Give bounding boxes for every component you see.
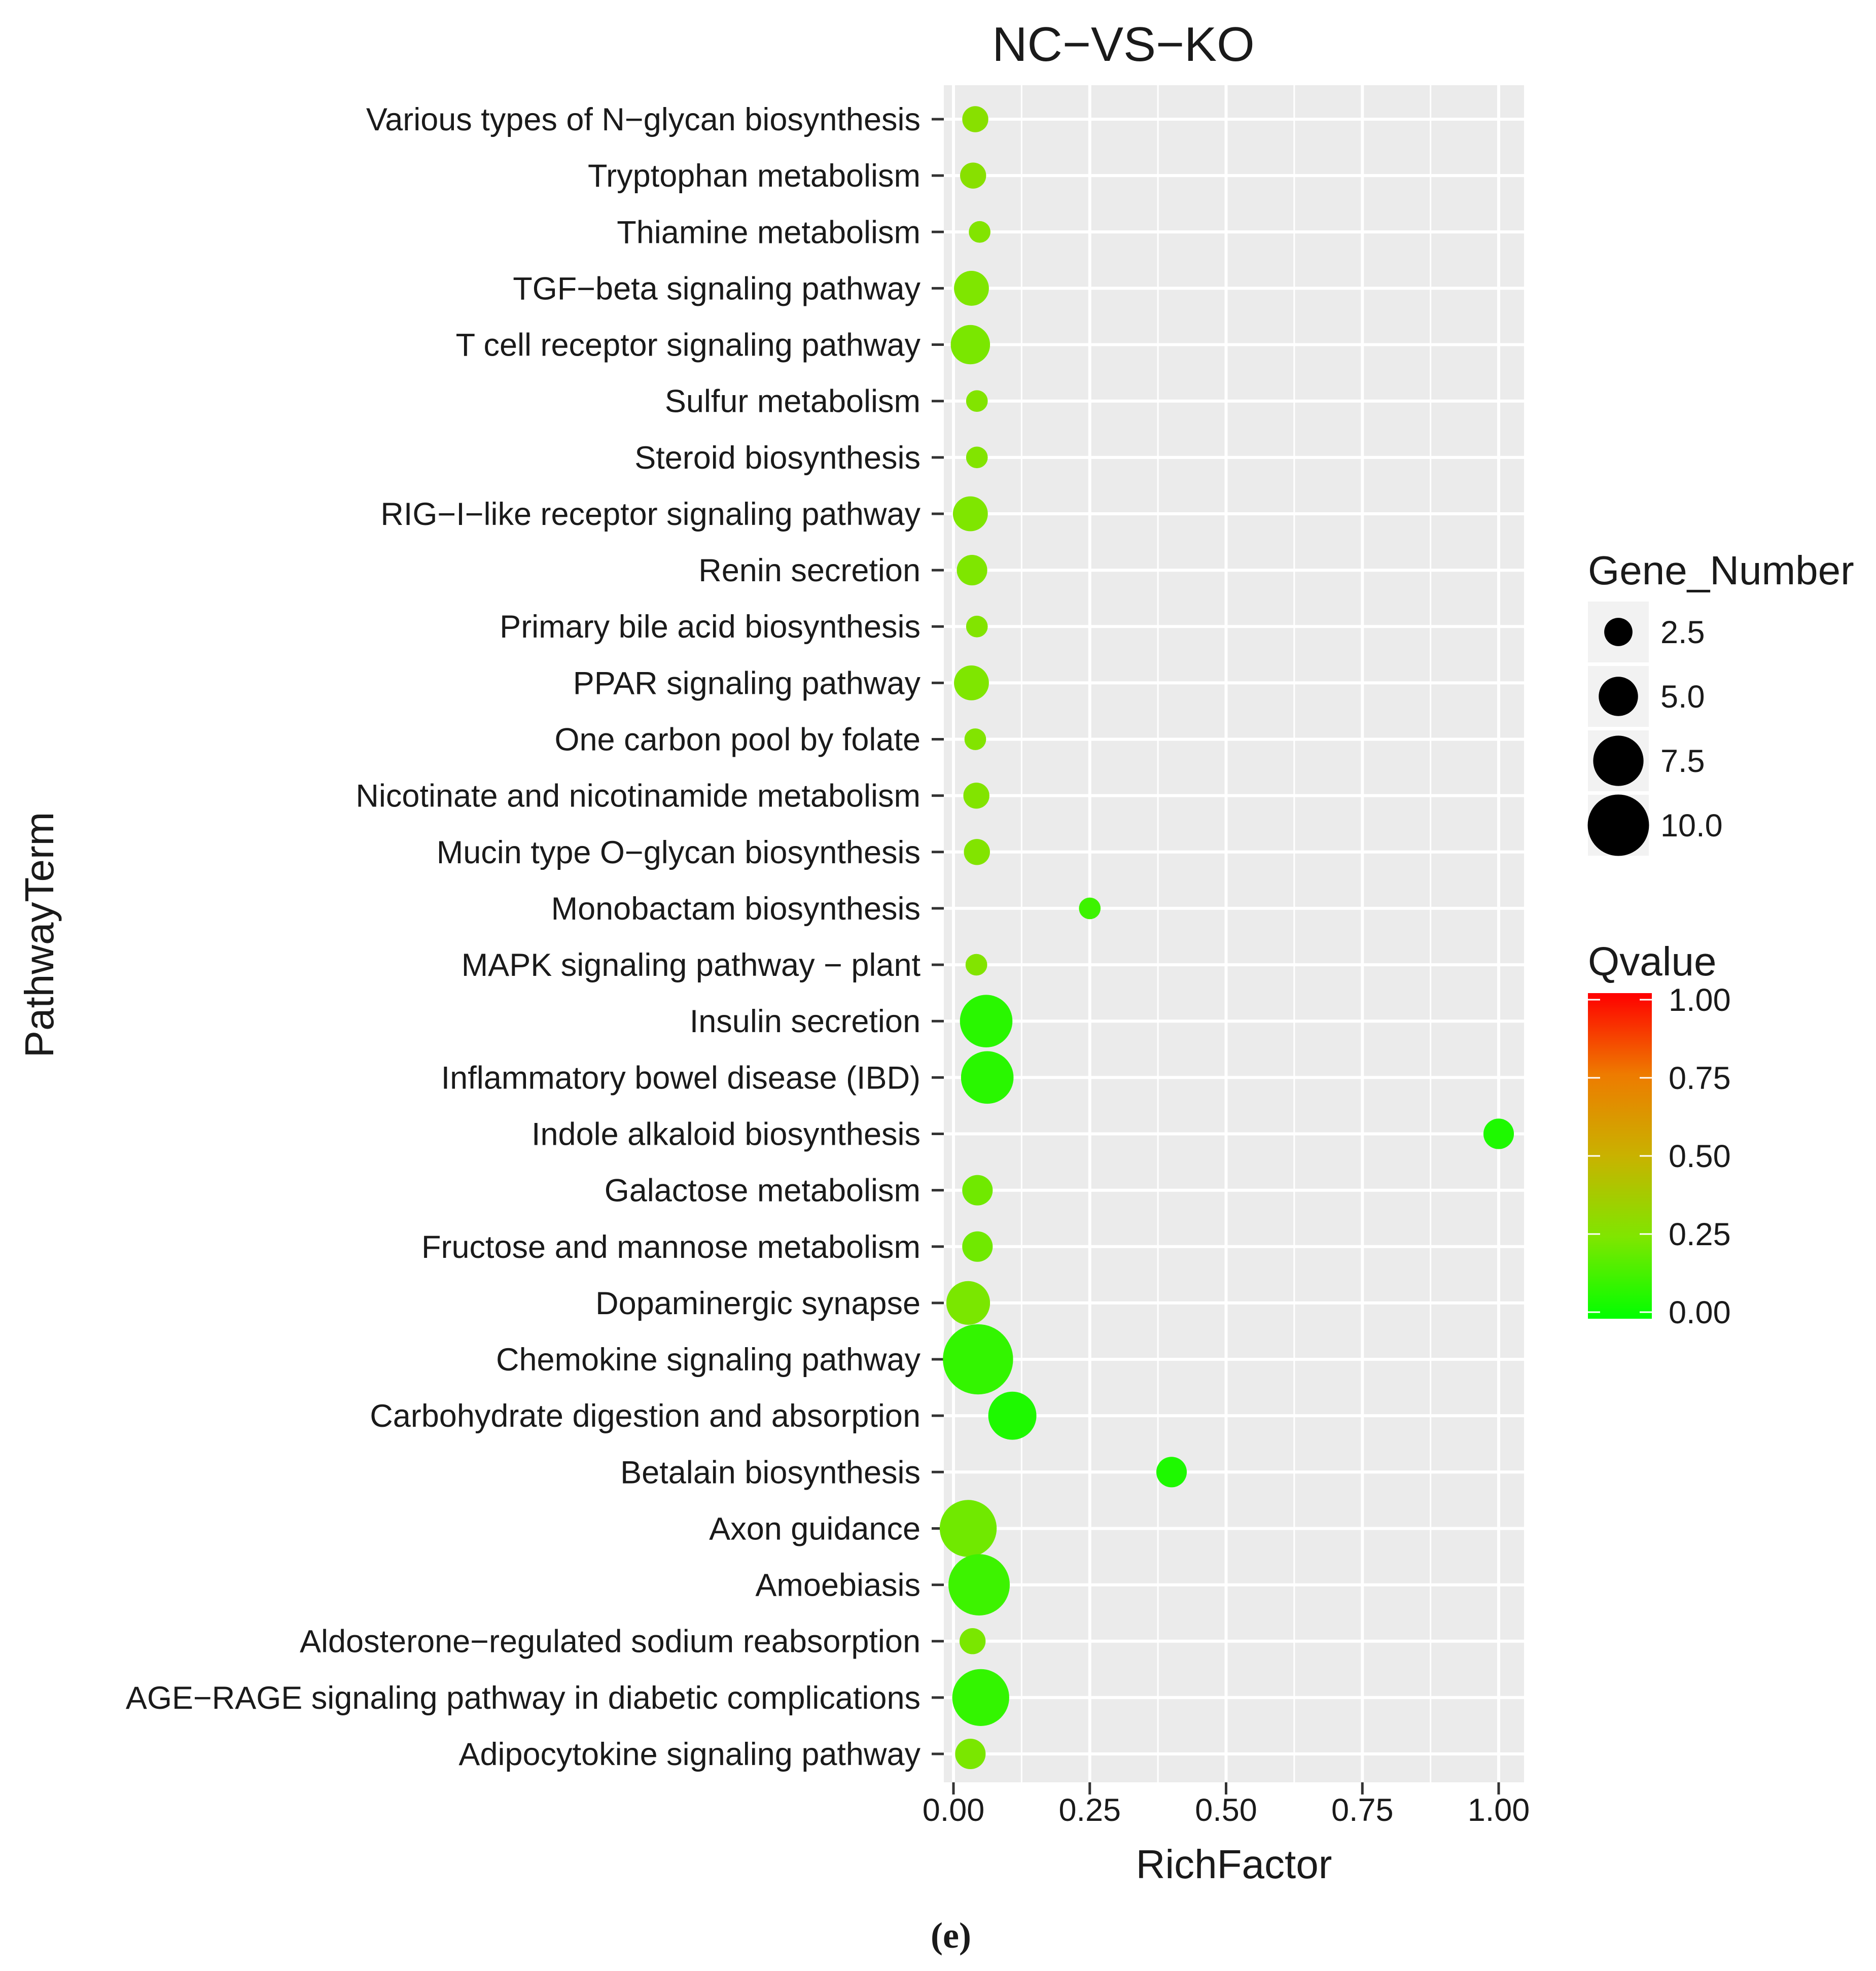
- y-tick-label: Renin secretion: [698, 553, 921, 588]
- y-tick-label: Steroid biosynthesis: [634, 440, 921, 476]
- x-tick-label: 0.75: [1331, 1792, 1394, 1828]
- y-tick-label: PPAR signaling pathway: [573, 665, 921, 701]
- colorbar-label: 0.50: [1669, 1139, 1731, 1174]
- data-point: [946, 1281, 990, 1325]
- data-point: [1156, 1457, 1187, 1488]
- x-axis-label: RichFactor: [1136, 1842, 1332, 1887]
- size-legend-dot: [1593, 735, 1644, 786]
- y-tick-label: Tryptophan metabolism: [588, 158, 921, 194]
- size-legend-dot: [1587, 794, 1649, 856]
- y-tick-label: Indole alkaloid biosynthesis: [532, 1116, 921, 1152]
- colorbar-label: 0.75: [1669, 1061, 1731, 1096]
- y-tick-label: MAPK signaling pathway − plant: [462, 947, 921, 983]
- data-point: [1079, 897, 1101, 920]
- data-point: [954, 271, 989, 306]
- data-point: [966, 446, 988, 469]
- size-legend-label: 7.5: [1660, 744, 1705, 779]
- data-point: [966, 390, 988, 412]
- colorbar-label: 0.25: [1669, 1217, 1731, 1252]
- y-tick-label: Carbohydrate digestion and absorption: [370, 1398, 921, 1434]
- data-point: [962, 1175, 993, 1206]
- data-point: [954, 665, 989, 700]
- data-point: [959, 1628, 986, 1655]
- data-point: [952, 1669, 1009, 1727]
- data-point: [943, 1324, 1013, 1395]
- y-tick-label: T cell receptor signaling pathway: [456, 328, 921, 363]
- y-tick-label: Aldosterone−regulated sodium reabsorptio…: [300, 1624, 921, 1660]
- y-tick-label: Monobactam biosynthesis: [551, 891, 921, 927]
- y-tick-label: RIG−I−like receptor signaling pathway: [380, 497, 921, 532]
- data-point: [963, 782, 989, 809]
- data-point: [952, 496, 988, 532]
- data-point: [939, 1500, 997, 1557]
- y-tick-label: Sulfur metabolism: [665, 384, 921, 419]
- y-tick-label: Fructose and mannose metabolism: [421, 1229, 921, 1265]
- x-tick-label: 0.25: [1058, 1792, 1121, 1828]
- y-tick-label: Amoebiasis: [755, 1568, 921, 1603]
- y-tick-label: Dopaminergic synapse: [595, 1286, 921, 1321]
- data-point: [965, 954, 987, 976]
- data-point: [964, 839, 990, 865]
- color-legend-title: Qvalue: [1588, 939, 1716, 984]
- y-tick-label: Mucin type O−glycan biosynthesis: [437, 835, 921, 870]
- data-point: [960, 162, 986, 189]
- y-tick-label: Inflammatory bowel disease (IBD): [441, 1060, 921, 1096]
- color-legend: Qvalue 1.00 0.75 0.50 0.25 0.00: [1588, 939, 1731, 1330]
- data-point: [955, 1738, 986, 1770]
- y-tick-label: Insulin secretion: [690, 1004, 921, 1039]
- data-point: [957, 555, 987, 586]
- x-tick-label: 0.50: [1195, 1792, 1257, 1828]
- y-tick-label: Primary bile acid biosynthesis: [500, 609, 921, 645]
- data-point: [950, 325, 990, 365]
- data-point: [961, 1051, 1014, 1104]
- data-point: [988, 1391, 1037, 1440]
- y-tick-label: Nicotinate and nicotinamide metabolism: [356, 779, 921, 814]
- data-point: [960, 995, 1013, 1048]
- y-tick-label: Galactose metabolism: [605, 1173, 921, 1209]
- data-point: [1483, 1118, 1514, 1149]
- y-tick-label: AGE−RAGE signaling pathway in diabetic c…: [126, 1680, 921, 1716]
- data-point: [969, 221, 990, 243]
- y-tick-label: Thiamine metabolism: [617, 215, 921, 250]
- size-legend-title: Gene_Number: [1588, 548, 1854, 593]
- data-point: [962, 106, 988, 132]
- y-tick-label: Chemokine signaling pathway: [496, 1342, 921, 1378]
- y-axis: Various types of N−glycan biosynthesis Tr…: [126, 102, 944, 1772]
- size-legend: Gene_Number 2.5 5.0 7.5 10.0: [1587, 548, 1854, 856]
- y-tick-label: Betalain biosynthesis: [620, 1455, 921, 1490]
- y-tick-label: Adipocytokine signaling pathway: [458, 1737, 921, 1772]
- data-point: [966, 615, 988, 638]
- y-axis-label: PathwayTerm: [17, 812, 62, 1058]
- y-tick-label: One carbon pool by folate: [555, 722, 921, 758]
- y-tick-label: TGF−beta signaling pathway: [513, 271, 921, 306]
- grid-lines: [944, 85, 1524, 1782]
- x-tick-label: 0.00: [923, 1792, 985, 1828]
- data-points: [939, 106, 1514, 1770]
- size-legend-label: 5.0: [1660, 679, 1705, 715]
- x-tick-label: 1.00: [1468, 1792, 1530, 1828]
- size-legend-dot: [1599, 677, 1638, 716]
- colorbar-label: 1.00: [1669, 982, 1731, 1018]
- y-tick-label: Various types of N−glycan biosynthesis: [366, 102, 921, 137]
- size-legend-label: 10.0: [1660, 808, 1723, 843]
- size-legend-label: 2.5: [1660, 615, 1705, 650]
- size-legend-dot: [1604, 618, 1633, 646]
- chart-title: NC−VS−KO: [992, 17, 1255, 72]
- data-point: [964, 728, 986, 750]
- data-point: [962, 1231, 993, 1262]
- data-point: [948, 1554, 1010, 1616]
- y-tick-label: Axon guidance: [709, 1511, 921, 1546]
- colorbar-label: 0.00: [1669, 1295, 1731, 1330]
- plot-panel: [944, 85, 1524, 1782]
- x-axis: 0.00 0.25 0.50 0.75 1.00: [923, 1782, 1530, 1828]
- figure-caption: (e): [931, 1915, 971, 1956]
